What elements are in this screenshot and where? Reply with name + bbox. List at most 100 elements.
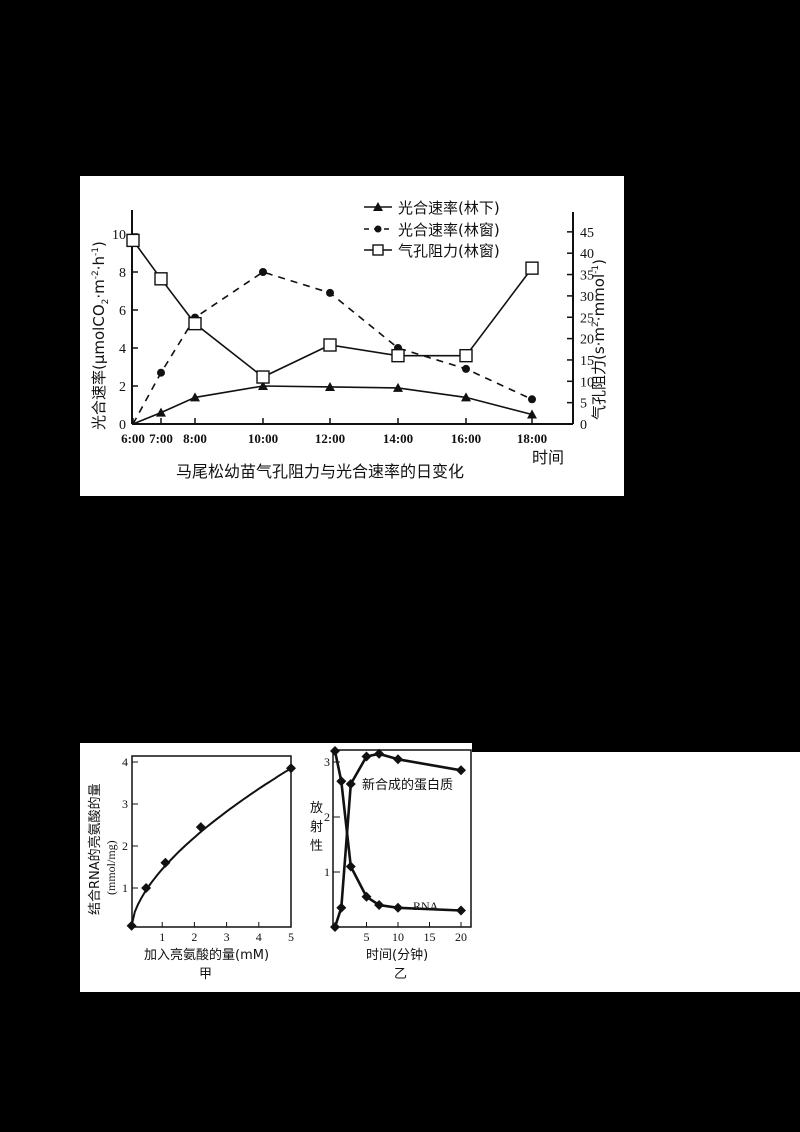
x-axis-label: 时间(分钟) <box>366 947 428 963</box>
diamond-marker-icon <box>286 763 296 774</box>
circle-marker-icon <box>157 368 165 377</box>
legend-label: 光合速率(林窗) <box>398 221 500 239</box>
tick-label: 14:00 <box>383 431 413 446</box>
tick-label: 2 <box>119 380 126 395</box>
chart-caption: 甲 <box>199 967 212 982</box>
circle-marker-icon <box>374 225 382 233</box>
tick-label: 4 <box>122 755 128 769</box>
square-marker-icon <box>525 261 539 275</box>
diamond-marker-icon <box>330 922 340 932</box>
diamond-marker-icon <box>374 900 385 910</box>
diamond-marker-icon <box>374 748 385 759</box>
tick-label: 20 <box>455 930 467 944</box>
tick-label: 2 <box>191 930 197 944</box>
plot-frame <box>332 749 472 928</box>
series-group <box>126 763 296 931</box>
tick-label: 45 <box>580 226 594 241</box>
diamond-marker-icon <box>141 883 152 893</box>
square-marker-icon <box>323 338 337 352</box>
bottom-chart-panel-right <box>472 752 800 992</box>
x-axis-label: 时间 <box>532 448 564 467</box>
tick-label: 1 <box>324 865 330 879</box>
tick-label: 3 <box>122 797 128 811</box>
y-axis-label-char: 放 <box>310 801 323 816</box>
protein-series-label: 新合成的蛋白质 <box>362 777 453 793</box>
top-chart-panel <box>80 176 624 496</box>
tick-label: 1 <box>159 930 165 944</box>
series-line <box>330 746 466 916</box>
tick-label: 35 <box>580 269 594 284</box>
tick-label: 4 <box>119 342 126 357</box>
triangle-marker-icon <box>190 392 200 402</box>
tick-label: 10:00 <box>248 431 278 446</box>
tick-label: 2 <box>122 839 128 853</box>
fit-curve <box>130 767 292 927</box>
y-axis-label-char: 射 <box>310 819 323 835</box>
chart-title: 马尾松幼苗气孔阻力与光合速率的日变化 <box>176 462 464 481</box>
diamond-marker-icon <box>361 751 372 762</box>
tick-label: 4 <box>256 930 262 944</box>
tick-label: 8 <box>119 266 126 281</box>
tick-label: 15 <box>424 930 436 944</box>
tick-label: 20 <box>580 333 594 348</box>
circle-marker-icon <box>326 288 334 297</box>
circle-marker-icon <box>528 395 536 404</box>
triangle-marker-icon <box>373 202 383 211</box>
legend-item-gap-resistance: 气孔阻力(林窗) <box>364 242 500 260</box>
triangle-marker-icon <box>461 392 471 402</box>
series-group <box>126 233 539 425</box>
diamond-marker-icon <box>330 746 340 756</box>
square-marker-icon <box>391 348 405 363</box>
tick-label: 0 <box>119 418 126 433</box>
tick-label: 0 <box>580 418 587 433</box>
tick-label: 2 <box>324 810 330 824</box>
diamond-marker-icon <box>126 920 137 931</box>
diamond-marker-icon <box>336 902 347 913</box>
diamond-marker-icon <box>345 779 356 789</box>
plot-frame <box>131 755 292 928</box>
diamond-marker-icon <box>336 776 347 787</box>
diamond-marker-icon <box>361 891 372 902</box>
diamond-marker-icon <box>160 857 171 868</box>
triangle-marker-icon <box>325 381 335 391</box>
tick-label: 1 <box>122 881 128 895</box>
tick-label: 30 <box>580 290 594 305</box>
tick-label: 6:00 <box>121 431 145 446</box>
legend-label: 气孔阻力(林窗) <box>398 242 500 260</box>
legend: 光合速率(林下) 光合速率(林窗) 气孔阻力(林窗) <box>364 199 500 260</box>
x-axis-label: 加入亮氨酸的量(mM) <box>144 947 269 963</box>
series-group <box>330 746 466 932</box>
tick-label: 5 <box>364 930 370 944</box>
square-marker-icon <box>256 370 270 384</box>
chart-caption: 乙 <box>394 967 407 982</box>
tick-label: 3 <box>324 755 330 769</box>
right-y-ticks: 0 5 10 15 20 25 30 35 40 45 <box>567 226 594 433</box>
tick-label: 16:00 <box>451 431 481 446</box>
square-marker-icon <box>126 233 140 248</box>
series-triangle <box>132 381 537 425</box>
tick-label: 12:00 <box>315 431 345 446</box>
tick-label: 10 <box>580 375 594 390</box>
series-line <box>330 748 466 932</box>
rna-series-label: RNA <box>413 899 439 913</box>
diamond-marker-icon <box>456 905 466 916</box>
triangle-marker-icon <box>393 382 403 392</box>
tick-label: 6 <box>119 304 126 319</box>
right-y-axis-label: 气孔阻力(s·m2·mmol-1) <box>590 259 608 420</box>
stomatal-photosynthesis-chart: 0 2 4 6 8 10 0 5 10 15 20 25 30 35 40 45 6:00 7:00 8:00 1… <box>90 199 608 481</box>
tick-label: 10 <box>112 228 126 243</box>
square-marker-icon <box>372 244 384 256</box>
y-axis-label: 结合RNA的亮氨酸的量 <box>87 783 103 915</box>
tick-label: 15 <box>580 354 594 369</box>
circle-marker-icon <box>259 268 267 276</box>
y-axis-unit: (mmol/mg) <box>104 840 118 895</box>
x-ticks: 6:00 7:00 8:00 10:00 12:00 14:00 16:00 18:00 <box>121 418 547 446</box>
y-axis-label-char: 性 <box>310 839 323 854</box>
square-marker-icon <box>188 316 202 331</box>
diamond-marker-icon <box>393 754 403 765</box>
diamond-marker-icon <box>393 902 403 913</box>
tick-label: 25 <box>580 311 594 326</box>
axis-ticks: 5 10 15 20 1 2 3 <box>324 755 467 944</box>
left-y-axis-label: 光合速率(μmolCO2·m-2·h-1) <box>90 241 111 430</box>
legend-item-gap-rate: 光合速率(林窗) <box>364 221 500 239</box>
